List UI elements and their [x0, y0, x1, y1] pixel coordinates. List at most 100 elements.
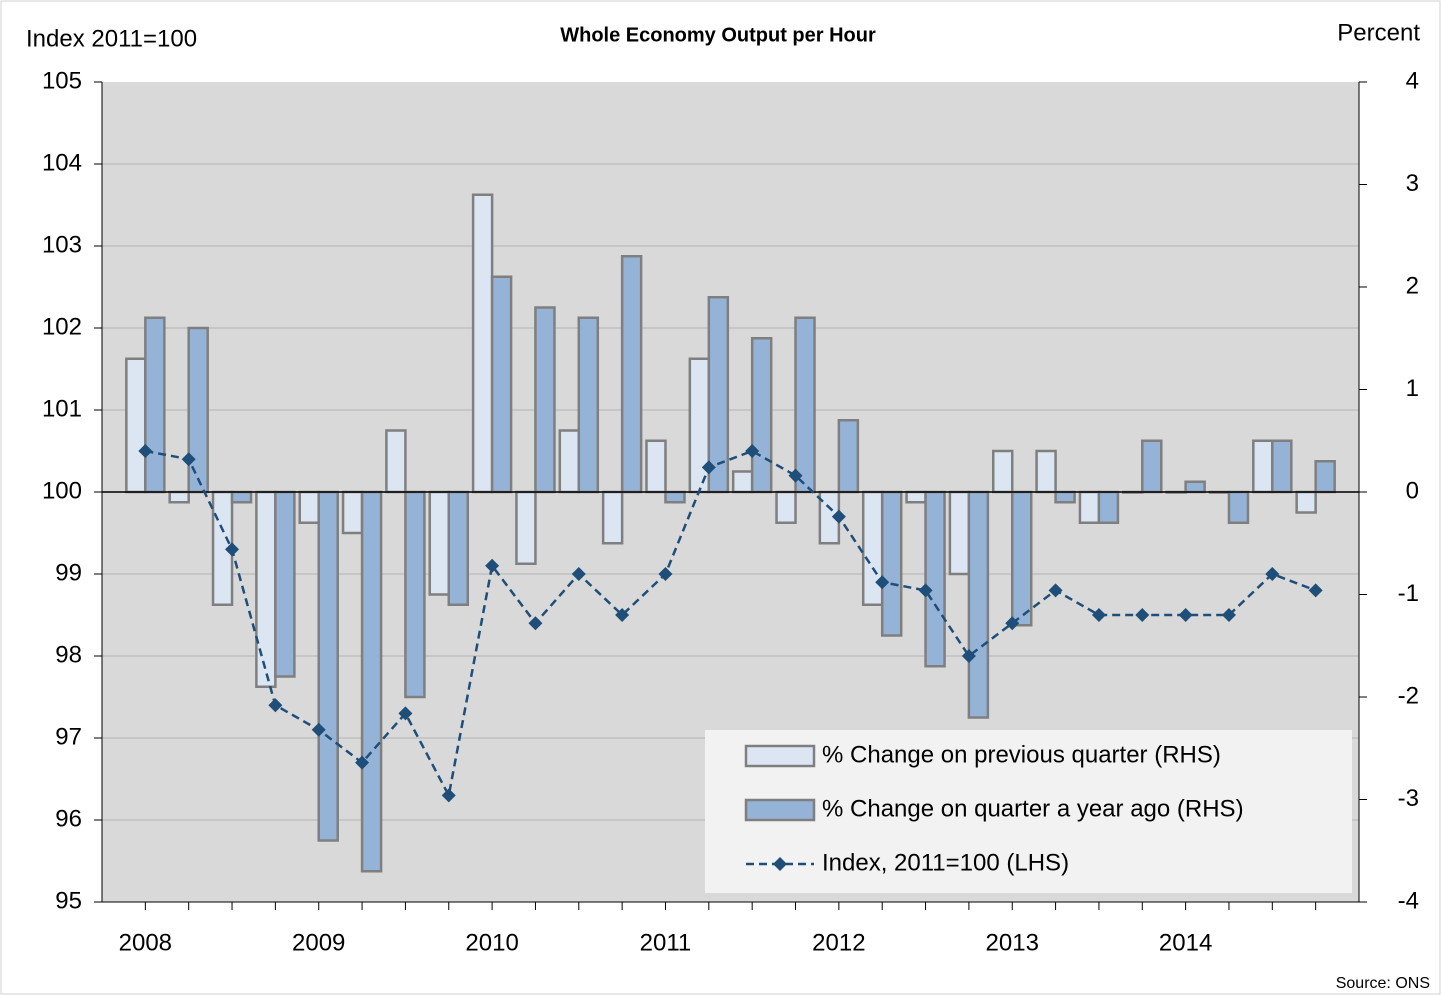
bar	[967, 490, 990, 719]
bar	[534, 306, 556, 494]
bar	[1271, 439, 1293, 494]
bar	[428, 490, 451, 596]
bar	[1295, 490, 1317, 514]
marker	[181, 452, 196, 467]
marker	[1005, 616, 1020, 631]
bar	[991, 449, 1014, 494]
y-axis-label: Index 2011=100	[26, 25, 197, 52]
source: Source: ONS	[1336, 975, 1430, 992]
marker	[485, 558, 500, 573]
bar	[298, 490, 320, 524]
y-tick-label: 97	[55, 723, 82, 750]
y2-tick-label: -4	[1398, 887, 1419, 914]
marker	[961, 649, 976, 663]
bar	[861, 490, 884, 606]
y-tick-label: 102	[42, 313, 82, 340]
marker	[1265, 567, 1280, 581]
y2-tick-label: 2	[1406, 272, 1419, 299]
y-tick-label: 98	[55, 641, 82, 668]
marker	[1221, 608, 1236, 622]
marker	[138, 444, 153, 458]
bar	[404, 490, 426, 699]
x-tick-label: 2010	[465, 929, 518, 956]
bar	[515, 490, 537, 565]
bar	[558, 429, 581, 494]
bar	[1035, 449, 1057, 494]
bar	[1314, 460, 1336, 494]
bar	[688, 357, 711, 494]
y2-tick-label: 4	[1406, 67, 1419, 94]
marker	[831, 509, 846, 524]
legend-swatch	[744, 798, 816, 822]
y2-tick-label: -1	[1398, 580, 1419, 607]
bar	[731, 470, 754, 494]
y-tick-label: 96	[55, 805, 82, 832]
chart-title: Whole Economy Output per Hour	[560, 24, 876, 46]
marker	[1178, 608, 1193, 622]
x-tick-label: 2014	[1159, 929, 1212, 956]
bar	[905, 490, 927, 504]
bar	[794, 316, 816, 494]
marker	[615, 608, 630, 622]
marker	[788, 468, 803, 483]
marker	[658, 567, 673, 581]
x-tick-label: 2009	[292, 929, 345, 956]
bar	[168, 490, 190, 504]
bar	[775, 490, 797, 524]
x-tick-label: 2012	[812, 929, 865, 956]
bar	[750, 337, 773, 494]
marker	[355, 755, 370, 770]
bar	[360, 490, 383, 873]
legend-label: % Change on quarter a year ago (RHS)	[822, 795, 1244, 822]
bar	[1252, 439, 1274, 494]
bar	[645, 439, 667, 494]
y2-tick-label: 1	[1406, 375, 1419, 402]
y2-tick-label: 0	[1406, 477, 1419, 504]
bar	[880, 490, 903, 637]
bar	[1078, 490, 1101, 524]
marker	[528, 616, 543, 631]
bar	[837, 419, 860, 494]
bar	[341, 490, 364, 535]
bar	[317, 490, 339, 842]
legend-swatch	[744, 744, 816, 768]
marker	[571, 567, 586, 581]
marker	[701, 460, 716, 475]
y2-axis-label: Percent	[1337, 19, 1420, 46]
y-tick-label: 99	[55, 559, 82, 586]
bar	[385, 429, 407, 494]
y2-tick-label: -3	[1398, 785, 1419, 812]
bar	[490, 275, 513, 494]
bar	[230, 490, 253, 504]
bar	[274, 490, 296, 678]
marker	[875, 575, 890, 590]
marker	[1135, 608, 1150, 622]
bar	[125, 357, 147, 494]
y2-tick-label: -2	[1398, 682, 1419, 709]
y-tick-label: 100	[42, 477, 82, 504]
y-tick-label: 104	[42, 149, 82, 176]
bar	[924, 490, 946, 668]
bar	[1184, 480, 1206, 494]
bar	[1227, 490, 1250, 524]
legend-marker	[773, 857, 787, 871]
bar	[144, 316, 166, 494]
bar	[601, 490, 624, 545]
y-tick-label: 95	[55, 887, 82, 914]
marker	[1308, 583, 1323, 598]
marker	[398, 706, 413, 721]
bar	[447, 490, 470, 606]
x-tick-label: 2011	[640, 929, 692, 956]
x-tick-label: 2008	[119, 929, 172, 956]
bar	[577, 316, 600, 494]
legend-label: Index, 2011=100 (LHS)	[822, 849, 1069, 876]
marker	[745, 444, 760, 458]
bar	[255, 490, 277, 688]
bar	[1054, 490, 1076, 504]
bar	[471, 193, 494, 494]
bar	[620, 255, 643, 494]
marker	[225, 542, 240, 557]
y-tick-label: 105	[42, 67, 82, 94]
y2-tick-label: 3	[1406, 170, 1419, 197]
